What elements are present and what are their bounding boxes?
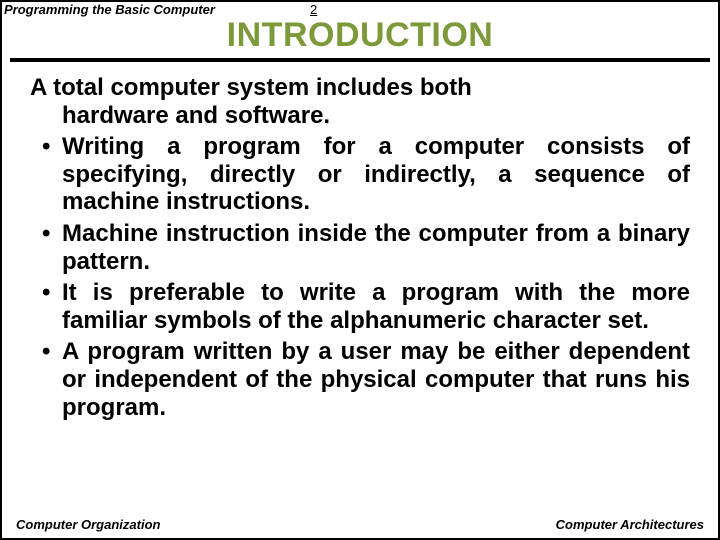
- title-underline: [10, 58, 710, 62]
- header-topic: Programming the Basic Computer: [4, 2, 215, 17]
- lead-line-1: A total computer system includes both: [30, 74, 472, 101]
- slide-title: INTRODUCTION: [2, 16, 718, 55]
- bullet-item: It is preferable to write a program with…: [62, 279, 690, 334]
- bullet-item: Machine instruction inside the computer …: [62, 220, 690, 275]
- bullet-list: Writing a program for a computer consist…: [30, 133, 690, 421]
- slide-container: Programming the Basic Computer 2 INTRODU…: [0, 0, 720, 540]
- bullet-item: A program written by a user may be eithe…: [62, 338, 690, 421]
- bullet-item: Writing a program for a computer consist…: [62, 133, 690, 216]
- header-page-number: 2: [310, 2, 317, 17]
- lead-line-2: hardware and software.: [30, 102, 690, 130]
- content-area: A total computer system includes both ha…: [30, 74, 690, 425]
- footer-left: Computer Organization: [16, 517, 160, 532]
- lead-paragraph: A total computer system includes both ha…: [30, 74, 690, 129]
- footer-right: Computer Architectures: [556, 517, 704, 532]
